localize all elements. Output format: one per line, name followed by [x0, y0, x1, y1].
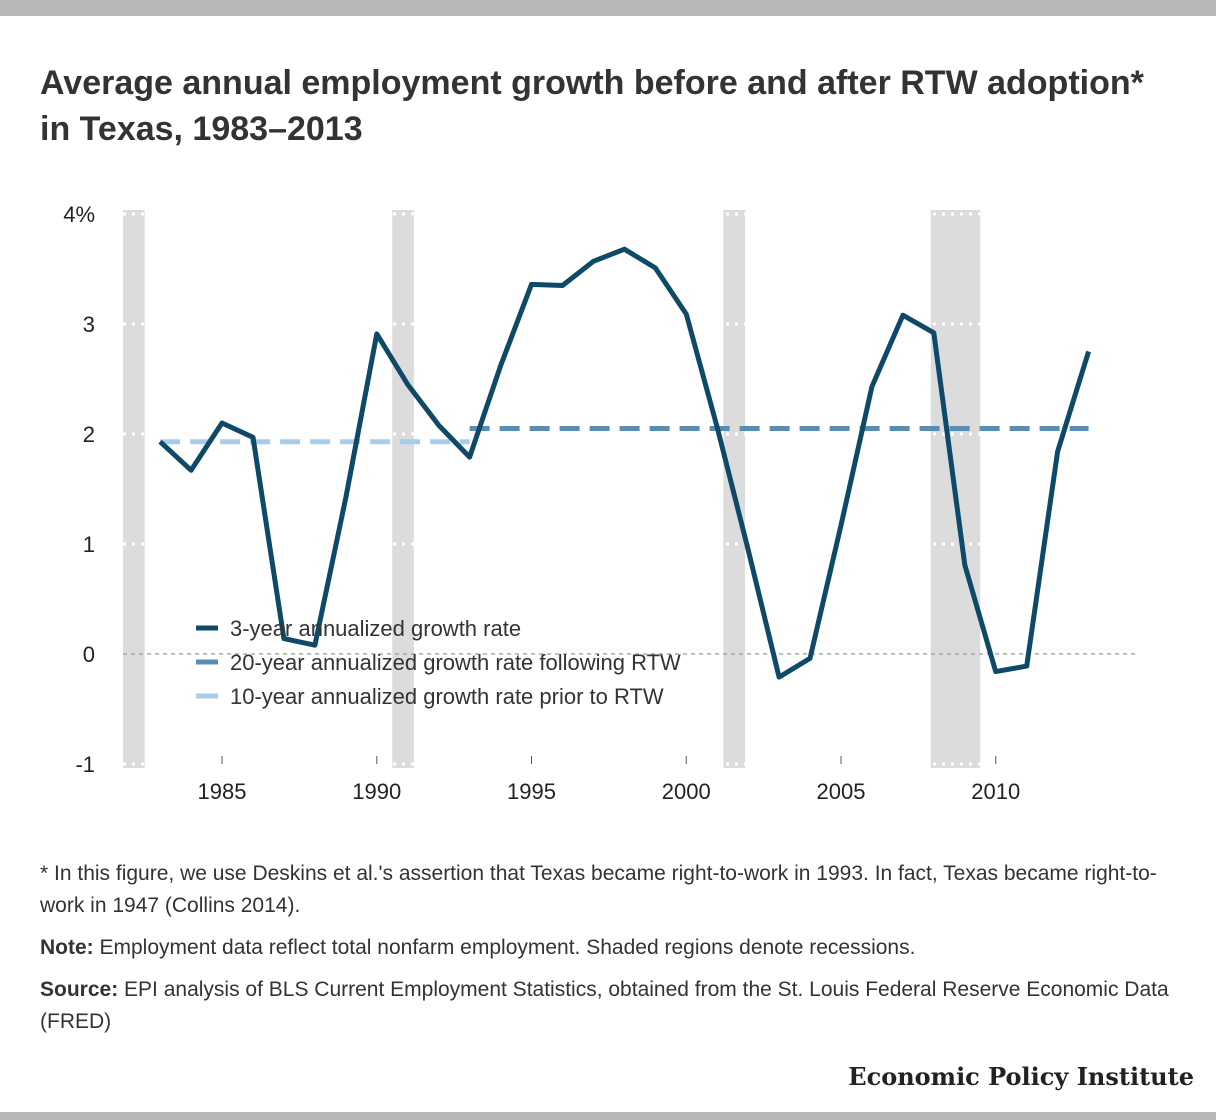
y-tick-label-4%: 4%: [63, 202, 95, 227]
recession-band-1: [392, 210, 414, 768]
legend-label-2: 10-year annualized growth rate prior to …: [230, 684, 664, 709]
footnote: * In this figure, we use Deskins et al.'…: [40, 862, 1157, 917]
x-tick-label-2010: 2010: [971, 779, 1020, 804]
x-tick-label-1990: 1990: [352, 779, 401, 804]
x-tick-label-1995: 1995: [507, 779, 556, 804]
epi-logo-text: Economic Policy Institute: [848, 1062, 1194, 1091]
legend-label-0: 3-year annualized growth rate: [230, 616, 521, 641]
chart: 4% 3 2 1 0 -1 1985 1990 1995 2000 2005 2010 3-year…: [63, 202, 1135, 804]
x-axis-ticks: 1985 1990 1995 2000 2005 2010: [198, 756, 1020, 804]
series-line-0: [158, 246, 1091, 680]
y-tick-label--1: -1: [75, 752, 95, 777]
y-axis-ticks: 4% 3 2 1 0 -1: [63, 202, 95, 777]
x-tick-label-1985: 1985: [198, 779, 247, 804]
source-label: Source:: [40, 978, 119, 1001]
note: Note: Employment data reflect total nonf…: [40, 932, 1185, 964]
chart-title: Average annual employment growth before …: [40, 64, 1144, 148]
y-tick-label-3: 3: [83, 312, 95, 337]
legend: 3-year annualized growth rate 20-year ann…: [196, 616, 681, 709]
top-border-bar: [0, 0, 1216, 16]
y-tick-label-2: 2: [83, 422, 95, 447]
source: Source: EPI analysis of BLS Current Empl…: [40, 974, 1185, 1038]
note-text: Employment data reflect total nonfarm em…: [93, 936, 916, 959]
series-lines: [158, 246, 1091, 680]
x-tick-label-2005: 2005: [817, 779, 866, 804]
bottom-border-bar: [0, 1112, 1216, 1120]
chart-notes: * In this figure, we use Deskins et al.'…: [40, 858, 1185, 1048]
note-label: Note:: [40, 936, 94, 959]
gridlines: [123, 212, 1135, 766]
y-tick-label-0: 0: [83, 642, 95, 667]
legend-label-1: 20-year annualized growth rate following…: [230, 650, 681, 675]
y-tick-label-1: 1: [83, 532, 95, 557]
recession-band-0: [123, 210, 145, 768]
source-text: EPI analysis of BLS Current Employment S…: [40, 978, 1169, 1033]
x-tick-label-2000: 2000: [662, 779, 711, 804]
